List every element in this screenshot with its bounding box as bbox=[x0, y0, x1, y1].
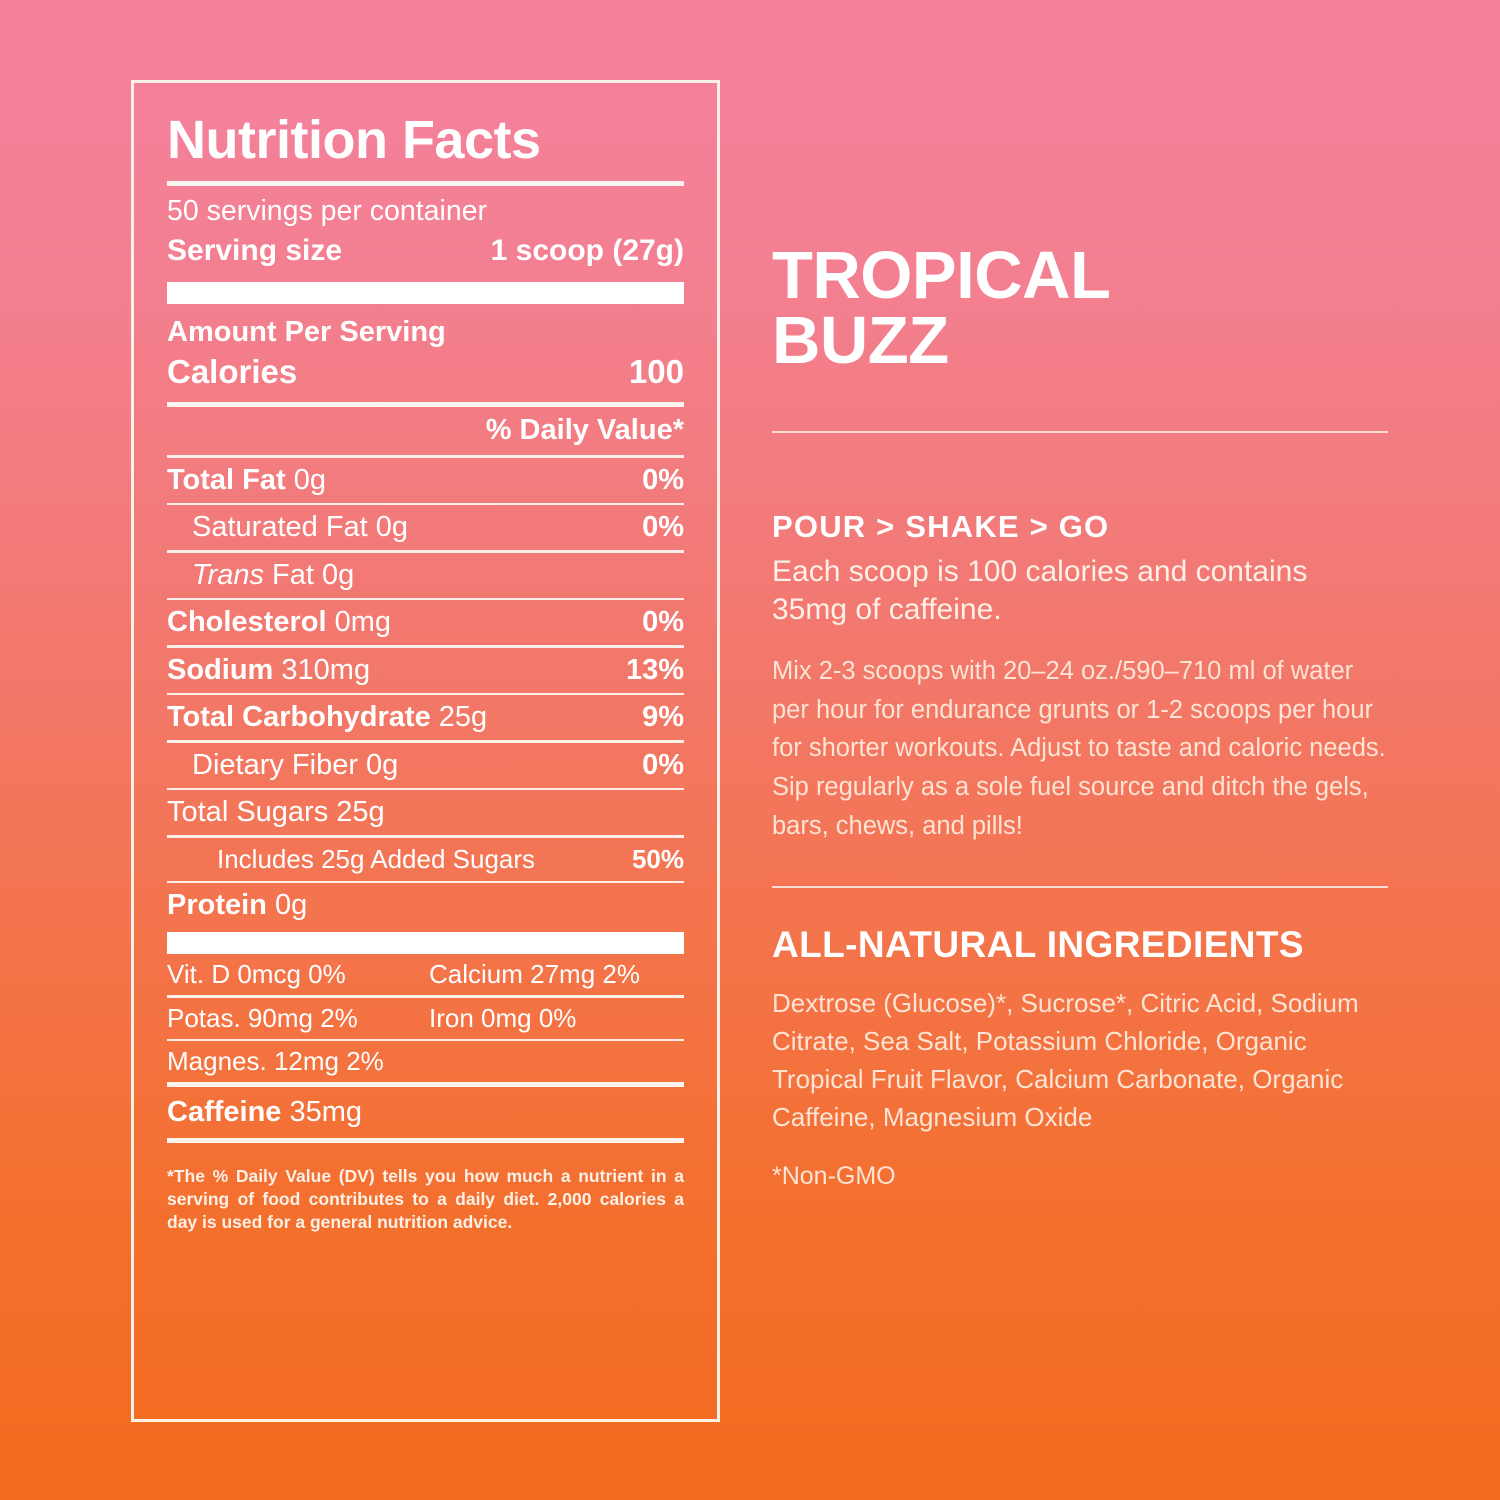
divider-row bbox=[167, 692, 684, 696]
serving-size-value: 1 scoop (27g) bbox=[490, 233, 684, 267]
daily-value-footnote: *The % Daily Value (DV) tells you how mu… bbox=[167, 1166, 684, 1233]
row-protein-name: Protein 0g bbox=[167, 889, 308, 922]
row-saturated-fat-percent: 0% bbox=[642, 511, 684, 544]
row-micronutrient: Vit. D 0mcg 0% Calcium 27mg 2% bbox=[167, 954, 684, 995]
row-sodium-percent: 13% bbox=[625, 653, 684, 686]
calories-value: 100 bbox=[628, 353, 684, 391]
marketing-column: TROPICAL BUZZ POUR > SHAKE > GO Each sco… bbox=[760, 0, 1500, 1500]
calories-row: Calories 100 bbox=[167, 351, 684, 402]
divider-row bbox=[167, 995, 684, 998]
row-caffeine: Caffeine 35mg bbox=[167, 1087, 684, 1138]
micronutrient-iron: Iron 0mg 0% bbox=[429, 1002, 577, 1033]
usage-lead: Each scoop is 100 calories and contains … bbox=[772, 554, 1308, 627]
divider-row bbox=[167, 740, 684, 743]
divider-row bbox=[167, 502, 684, 506]
calories-label: Calories bbox=[167, 353, 298, 391]
caffeine-value: 35mg bbox=[281, 1096, 363, 1129]
divider-under-title bbox=[167, 181, 684, 186]
row-dietary-fiber-percent: 0% bbox=[642, 748, 684, 781]
row-total-fat-name: Total Fat 0g bbox=[167, 463, 327, 496]
row-total-sugars: Total Sugars 25g bbox=[167, 790, 684, 835]
row-saturated-fat: Saturated Fat 0g 0% bbox=[167, 505, 684, 550]
divider-row bbox=[167, 645, 684, 648]
divider-below-caffeine bbox=[167, 1138, 684, 1144]
serving-size-label: Serving size bbox=[167, 233, 343, 267]
divider-row bbox=[167, 550, 684, 553]
row-cholesterol: Cholesterol 0mg 0% bbox=[167, 600, 684, 645]
row-dietary-fiber: Dietary Fiber 0g 0% bbox=[167, 743, 684, 788]
divider-thick-micros bbox=[167, 932, 684, 955]
row-total-sugars-name: Total Sugars 25g bbox=[167, 796, 385, 829]
divider-under-calories bbox=[167, 402, 684, 408]
row-total-fat-percent: 0% bbox=[642, 463, 684, 496]
amount-per-serving-label: Amount Per Serving bbox=[167, 315, 446, 348]
divider-above-ingredients bbox=[772, 885, 1388, 888]
divider-above-usage bbox=[772, 430, 1388, 433]
micronutrient-magnesium: Magnes. 12mg 2% bbox=[167, 1046, 384, 1077]
usage-body: Mix 2-3 scoops with 20–24 oz./590–710 ml… bbox=[772, 656, 1386, 840]
nutrition-facts-column: Nutrition Facts 50 servings per containe… bbox=[131, 80, 720, 1422]
row-added-sugars-name: Includes 25g Added Sugars bbox=[217, 843, 536, 874]
caffeine-label: Caffeine bbox=[167, 1096, 282, 1129]
divider-row bbox=[167, 835, 684, 838]
micronutrient-potassium: Potas. 90mg 2% bbox=[167, 1002, 358, 1033]
row-saturated-fat-name: Saturated Fat 0g bbox=[192, 511, 409, 544]
row-total-carbohydrate: Total Carbohydrate 25g 9% bbox=[167, 695, 684, 740]
row-dietary-fiber-name: Dietary Fiber 0g bbox=[192, 748, 399, 781]
row-total-carbohydrate-percent: 9% bbox=[642, 701, 684, 734]
divider-under-dv-header bbox=[167, 455, 684, 458]
row-sodium: Sodium 310mg 13% bbox=[167, 648, 684, 693]
row-sodium-name: Sodium 310mg bbox=[167, 653, 371, 686]
serving-size-row: Serving size 1 scoop (27g) bbox=[167, 231, 684, 270]
row-micronutrient: Potas. 90mg 2% Iron 0mg 0% bbox=[167, 998, 684, 1039]
row-cholesterol-name: Cholesterol 0mg bbox=[167, 606, 392, 639]
ingredients-note: *Non-GMO bbox=[772, 1162, 896, 1191]
servings-per-container: 50 servings per container bbox=[167, 195, 488, 227]
row-protein: Protein 0g bbox=[167, 883, 684, 928]
row-added-sugars-percent: 50% bbox=[631, 843, 684, 874]
micronutrient-calcium: Calcium 27mg 2% bbox=[429, 959, 640, 990]
row-cholesterol-percent: 0% bbox=[642, 606, 684, 639]
usage-heading: POUR > SHAKE > GO bbox=[772, 508, 1110, 544]
row-trans-fat-name: Trans Fat 0g bbox=[192, 558, 355, 591]
nutrition-facts-box: Nutrition Facts 50 servings per containe… bbox=[131, 80, 720, 1422]
nutrition-facts-title: Nutrition Facts bbox=[167, 110, 541, 170]
micronutrient-vitamin-d: Vit. D 0mcg 0% bbox=[167, 959, 346, 990]
divider-above-caffeine bbox=[167, 1082, 684, 1088]
divider-thick-top bbox=[167, 281, 684, 304]
divider-row bbox=[167, 1038, 684, 1042]
product-name-line1: TROPICAL bbox=[772, 238, 1111, 313]
product-name-line2: BUZZ bbox=[772, 302, 949, 378]
ingredients-body: Dextrose (Glucose)*, Sucrose*, Citric Ac… bbox=[772, 987, 1359, 1133]
divider-row bbox=[167, 787, 684, 791]
row-micronutrient: Magnes. 12mg 2% bbox=[167, 1041, 684, 1082]
micronutrient-empty bbox=[429, 1046, 684, 1077]
row-added-sugars: Includes 25g Added Sugars 50% bbox=[167, 838, 684, 881]
product-name: TROPICAL BUZZ bbox=[772, 238, 1388, 378]
divider-row bbox=[167, 597, 684, 601]
daily-value-header: % Daily Value* bbox=[485, 414, 684, 447]
ingredients-heading: ALL-NATURAL INGREDIENTS bbox=[772, 923, 1304, 965]
row-total-carbohydrate-name: Total Carbohydrate 25g bbox=[167, 701, 488, 734]
row-total-fat: Total Fat 0g 0% bbox=[167, 458, 684, 503]
divider-row bbox=[167, 880, 684, 884]
row-trans-fat: Trans Fat 0g bbox=[167, 553, 684, 598]
